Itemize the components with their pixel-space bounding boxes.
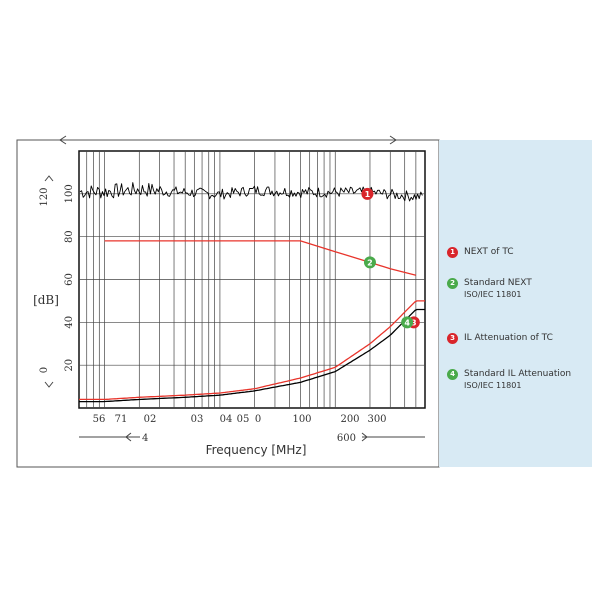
x-tick-label: 71	[115, 414, 128, 425]
x-axis-title: Frequency [MHz]	[206, 443, 307, 457]
x-tick-label: 0	[255, 414, 261, 425]
x-tick-labels: 56 71 02 03 04 05 0 100 200 300	[93, 414, 387, 425]
x-tick-label: 04	[220, 414, 233, 425]
series-standard-il-attenuation-line	[79, 300, 425, 401]
series-standard-next-line	[104, 240, 417, 276]
y-axis-bracket-top	[44, 175, 54, 182]
legend-badge-3: 3	[447, 333, 458, 344]
x-tick-label: 300	[367, 414, 386, 425]
y-axis-title: [dB]	[33, 293, 59, 307]
x-tick-label: 56	[93, 414, 106, 425]
marker-label-4: 4	[404, 318, 410, 327]
marker-layer: 1 2 34	[361, 187, 420, 329]
y-extra-label-bottom: 0	[39, 367, 50, 373]
legend-label-next-of-tc: NEXT of TC	[464, 247, 514, 257]
y-extra-label-top: 120	[39, 187, 50, 206]
y-tick-labels: 100 80 60 40 20	[64, 184, 75, 371]
y-tick-label: 100	[64, 184, 75, 203]
y-axis-bracket-bottom	[44, 381, 54, 388]
x-extra-label-right: 600	[337, 433, 356, 444]
x-tick-label: 05	[237, 414, 250, 425]
y-tick-label: 20	[64, 359, 75, 372]
x-axis-bracket-left-arrow	[125, 432, 132, 442]
x-tick-label: 02	[144, 414, 157, 425]
marker-label-2: 2	[367, 258, 373, 267]
series-layer	[79, 182, 425, 403]
x-tick-label: 200	[340, 414, 359, 425]
legend-label-il-attenuation-of-tc: IL Attenuation of TC	[464, 333, 553, 343]
marker-badge-1	[361, 187, 374, 200]
top-left-bracket	[59, 135, 67, 145]
legend-label-standard-next-sub: ISO/IEC 11801	[464, 290, 522, 299]
y-tick-label: 60	[64, 273, 75, 286]
legend-badge-2: 2	[447, 278, 458, 289]
marker-badge-2	[363, 256, 376, 269]
marker-label-3: 3	[411, 318, 417, 327]
top-right-bracket	[389, 135, 397, 145]
legend-label-standard-next-name: Standard NEXT	[464, 278, 532, 288]
legend-badge-4: 4	[447, 369, 458, 380]
y-tick-label: 40	[64, 316, 75, 329]
x-extra-label-left: 4	[142, 433, 148, 444]
legend-panel: 1 NEXT of TC 2 Standard NEXT ISO/IEC 118…	[439, 140, 592, 467]
marker-label-1: 1	[365, 190, 371, 199]
legend-label-standard-il-attenuation-sub: ISO/IEC 11801	[464, 381, 522, 390]
y-tick-label: 80	[64, 230, 75, 243]
series-il-attenuation-of-tc-line	[79, 308, 425, 403]
x-tick-label: 03	[191, 414, 204, 425]
legend-label-standard-il-attenuation-name: Standard IL Attenuation	[464, 369, 572, 379]
legend-badge-1: 1	[447, 247, 458, 258]
legend-label-standard-next: Standard NEXT ISO/IEC 11801	[464, 277, 589, 301]
x-tick-label: 100	[292, 414, 311, 425]
marker-badge-4	[401, 316, 414, 329]
legend-label-standard-il-attenuation: Standard IL Attenuation ISO/IEC 11801	[464, 368, 589, 392]
grid	[79, 151, 425, 408]
